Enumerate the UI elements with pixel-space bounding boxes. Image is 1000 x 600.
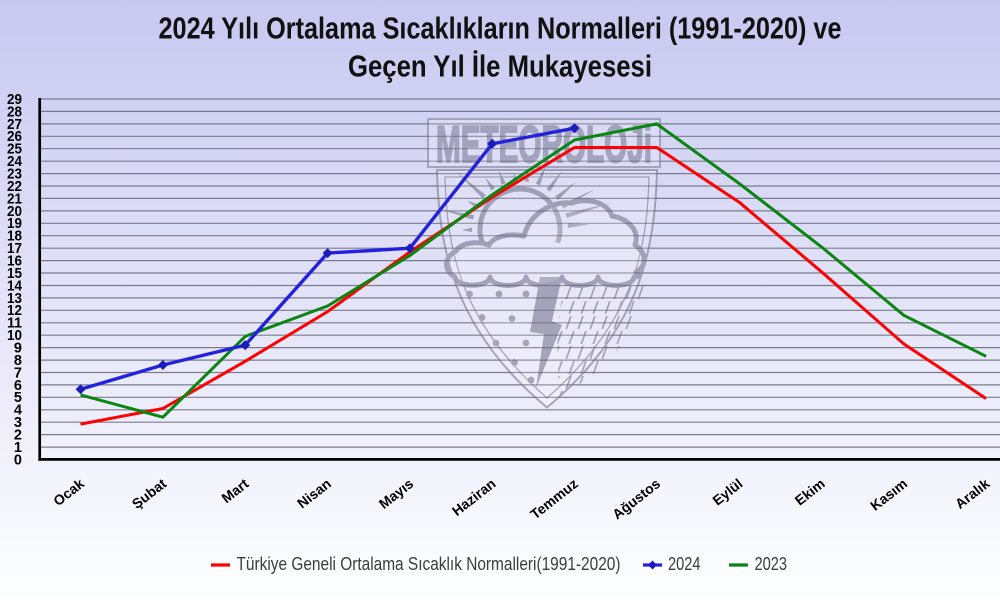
svg-text:Türkiye Geneli Ortalama Sıcakl: Türkiye Geneli Ortalama Sıcaklık Normall… [237,554,621,574]
svg-text:21: 21 [7,191,22,207]
svg-text:Ekim: Ekim [792,475,828,508]
svg-text:Mart: Mart [218,475,251,506]
svg-text:Eylül: Eylül [709,475,745,508]
svg-text:7: 7 [14,365,22,381]
svg-text:10: 10 [7,328,22,344]
svg-text:3: 3 [14,415,22,431]
svg-text:6: 6 [14,378,22,394]
svg-text:17: 17 [7,241,22,257]
svg-text:8: 8 [14,353,22,369]
svg-text:28: 28 [7,104,22,120]
svg-text:19: 19 [7,216,22,232]
svg-text:0: 0 [14,452,22,468]
svg-text:12: 12 [7,303,22,319]
svg-text:27: 27 [7,117,22,133]
svg-text:Ağustos: Ağustos [609,475,663,522]
svg-text:9: 9 [14,341,22,357]
svg-text:Geçen Yıl İle Mukayesesi: Geçen Yıl İle Mukayesesi [348,50,652,84]
svg-text:29: 29 [7,92,22,108]
svg-text:Aralık: Aralık [952,475,993,512]
svg-text:14: 14 [7,278,22,294]
svg-text:20: 20 [7,204,22,220]
svg-text:24: 24 [7,154,22,170]
svg-text:Haziran: Haziran [449,475,499,519]
svg-text:26: 26 [7,129,22,145]
svg-text:25: 25 [7,142,22,158]
svg-text:16: 16 [7,254,22,270]
svg-text:2024: 2024 [668,554,701,574]
svg-text:2: 2 [14,428,22,444]
svg-text:1: 1 [14,440,22,456]
svg-text:4: 4 [14,403,22,419]
svg-text:METEOROLOJi: METEOROLOJi [436,116,652,174]
svg-text:2023: 2023 [755,554,788,574]
svg-text:15: 15 [7,266,22,282]
svg-text:Ocak: Ocak [50,475,87,509]
svg-text:2024 Yılı Ortalama Sıcaklıklar: 2024 Yılı Ortalama Sıcaklıkların Normall… [159,12,842,46]
svg-text:Şubat: Şubat [129,475,170,512]
svg-text:22: 22 [7,179,22,195]
svg-text:13: 13 [7,291,22,307]
svg-text:11: 11 [7,316,22,332]
svg-text:5: 5 [14,390,22,406]
svg-text:Nisan: Nisan [294,475,334,511]
svg-text:23: 23 [7,167,22,183]
svg-text:18: 18 [7,229,22,245]
svg-text:Kasım: Kasım [867,475,910,513]
svg-text:Temmuz: Temmuz [527,475,581,522]
svg-text:Mayıs: Mayıs [376,475,417,512]
